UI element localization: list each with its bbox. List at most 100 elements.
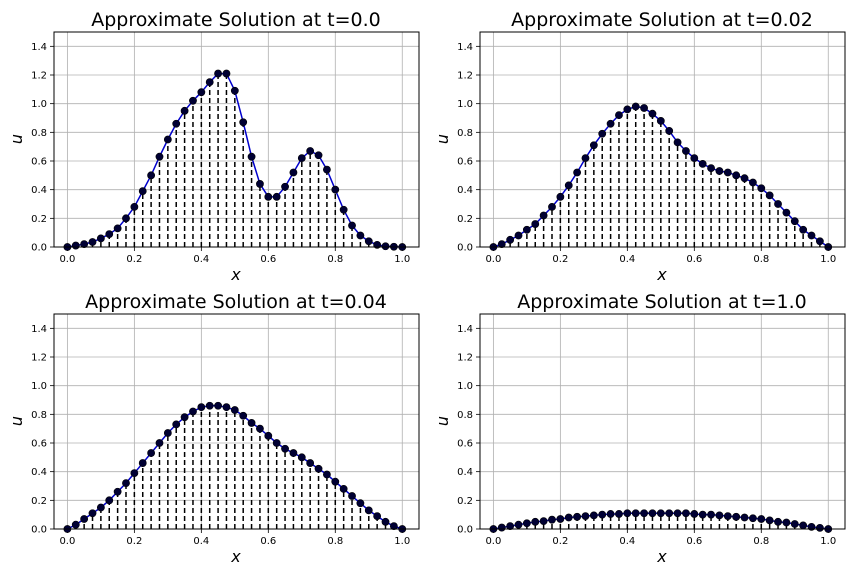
y-tick-label: 0.6 <box>457 439 473 450</box>
y-tick-label: 1.0 <box>31 381 47 392</box>
x-tick-label: 0.2 <box>126 536 142 547</box>
axes-background <box>480 32 845 247</box>
data-point <box>774 517 782 526</box>
data-point <box>698 159 707 168</box>
y-axis-label: u <box>433 134 452 144</box>
y-tick-label: 1.0 <box>457 381 473 392</box>
data-point <box>130 202 139 211</box>
data-point <box>88 238 97 246</box>
data-point <box>172 420 181 429</box>
x-tick-label: 0.4 <box>619 536 635 547</box>
data-point <box>539 517 548 526</box>
y-tick-label: 0.8 <box>31 128 47 139</box>
data-point <box>757 184 766 193</box>
x-tick-label: 0.8 <box>753 254 769 265</box>
x-tick-label: 0.6 <box>686 536 702 547</box>
data-point <box>548 515 556 524</box>
subplot-t004: 0.0 0.2 0.4 0.6 0.8 1.0 0.0 0.2 0.4 0.6 0.8 1.0 1.2 1… <box>7 291 420 566</box>
data-point <box>782 518 791 527</box>
x-tick-label: 0.4 <box>193 536 209 547</box>
y-tick-label: 0.4 <box>457 467 473 478</box>
plot-area: 0.0 0.2 0.4 0.6 0.8 1.0 0.0 0.2 0.4 0.6 0.8 1.0 1.2 1… <box>31 313 420 547</box>
data-point <box>172 119 181 128</box>
data-point <box>799 521 808 530</box>
x-axis-label: x <box>656 265 667 284</box>
data-point <box>790 520 799 528</box>
subplot-title: Approximate Solution at t=0.02 <box>511 9 813 31</box>
y-tick-label: 0.4 <box>31 185 47 196</box>
data-point <box>648 509 657 518</box>
data-point <box>339 484 348 493</box>
data-point <box>306 147 315 155</box>
y-tick-label: 0.8 <box>31 410 47 421</box>
data-point <box>381 242 390 251</box>
y-tick-label: 0.2 <box>31 214 47 225</box>
x-tick-label: 0.8 <box>327 536 343 547</box>
data-point <box>606 510 615 518</box>
y-tick-label: 0.0 <box>31 243 47 254</box>
x-tick-label: 0.4 <box>193 254 209 265</box>
data-point <box>147 449 156 457</box>
data-point <box>364 506 373 515</box>
data-point <box>80 240 89 249</box>
data-point <box>122 214 130 223</box>
data-point <box>690 154 699 163</box>
axes-frame <box>479 313 846 530</box>
data-point <box>197 88 206 97</box>
data-point <box>147 171 156 180</box>
axes-frame <box>53 31 420 248</box>
data-point <box>497 523 506 532</box>
data-point <box>723 168 732 177</box>
data-point <box>573 168 582 177</box>
data-point <box>163 429 172 437</box>
data-point <box>673 138 682 147</box>
data-point <box>539 211 548 220</box>
data-point <box>573 512 582 521</box>
data-point <box>556 515 565 523</box>
data-point <box>130 469 139 477</box>
y-tick-label: 1.2 <box>457 71 473 82</box>
data-point <box>364 237 373 246</box>
data-point <box>790 217 799 226</box>
data-point <box>306 459 315 467</box>
y-tick-label: 1.4 <box>457 324 473 335</box>
data-point <box>272 192 281 201</box>
data-point <box>732 171 741 180</box>
x-tick-label: 0.2 <box>552 254 568 265</box>
x-tick-label: 0.6 <box>686 254 702 265</box>
data-point <box>623 509 632 518</box>
data-point <box>381 517 390 526</box>
data-point <box>581 154 590 163</box>
data-point <box>323 470 331 479</box>
data-point <box>122 479 130 488</box>
y-tick-label: 1.4 <box>31 324 47 335</box>
data-point <box>623 105 632 114</box>
data-point <box>640 104 648 112</box>
data-point <box>80 515 89 523</box>
data-point <box>356 499 365 508</box>
y-tick-label: 0.2 <box>457 214 473 225</box>
data-point <box>205 78 214 87</box>
data-point <box>180 413 189 422</box>
data-point <box>673 509 682 518</box>
data-point <box>88 509 97 518</box>
data-point <box>71 241 80 250</box>
y-tick-label: 0.4 <box>31 467 47 478</box>
data-point <box>765 516 774 525</box>
y-tick-label: 0.2 <box>31 496 47 507</box>
data-point <box>239 411 248 420</box>
data-point <box>180 106 189 115</box>
data-point <box>281 182 289 191</box>
data-point <box>297 453 306 462</box>
data-point <box>71 520 80 529</box>
y-tick-label: 0.8 <box>457 128 473 139</box>
y-tick-label: 1.0 <box>31 99 47 110</box>
subplot-title: Approximate Solution at t=1.0 <box>517 291 807 313</box>
data-point <box>682 509 690 518</box>
x-axis-label: x <box>230 547 241 566</box>
data-point <box>497 240 506 249</box>
x-tick-label: 0.8 <box>753 536 769 547</box>
data-point <box>723 512 732 520</box>
plot-area: 0.0 0.2 0.4 0.6 0.8 1.0 0.0 0.2 0.4 0.6 0.8 1.0 1.2 1… <box>31 31 420 265</box>
data-point <box>615 111 623 120</box>
